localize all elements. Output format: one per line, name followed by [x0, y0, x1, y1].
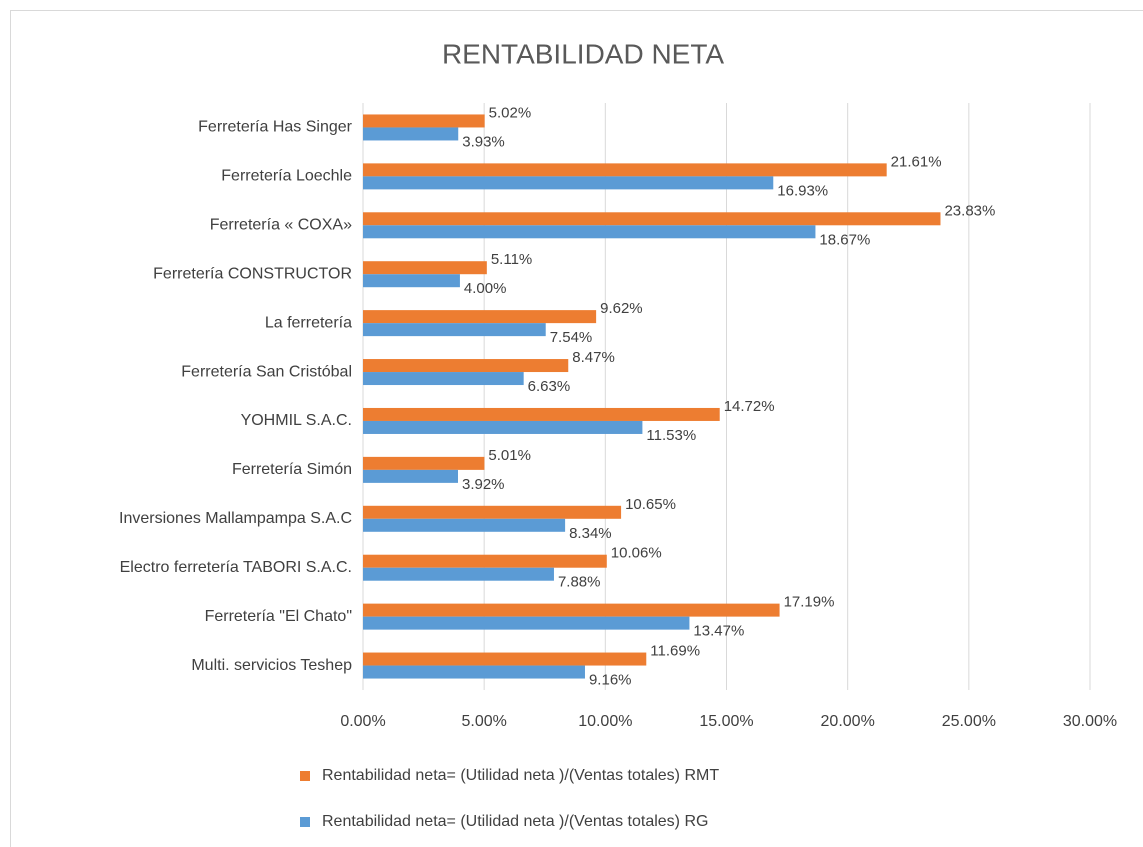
data-label: 9.16% [589, 672, 632, 689]
legend-label: Rentabilidad neta= (Utilidad neta )/(Ven… [322, 767, 719, 784]
data-label: 16.93% [777, 182, 828, 199]
bar [363, 665, 585, 679]
data-label: 10.65% [625, 496, 676, 513]
y-tick-label: La ferretería [265, 314, 352, 331]
data-label: 9.62% [600, 300, 643, 317]
data-label: 4.00% [464, 280, 507, 297]
data-label: 6.63% [528, 378, 571, 395]
bar [363, 616, 690, 630]
bar [363, 505, 622, 519]
y-tick-label: Multi. servicios Teshep [191, 657, 352, 674]
bar [363, 261, 487, 275]
y-tick-label: Ferretería « COXA» [210, 217, 352, 234]
data-label: 13.47% [693, 623, 744, 640]
y-tick-label: Ferretería "El Chato" [205, 608, 352, 625]
bar [363, 323, 546, 337]
y-tick-label: Electro ferretería TABORI S.A.C. [120, 559, 352, 576]
x-tick-label: 0.00% [340, 713, 385, 730]
bar [363, 603, 780, 617]
data-label: 21.61% [891, 153, 942, 170]
bar [363, 212, 941, 226]
data-label: 23.83% [944, 202, 995, 219]
data-label: 3.93% [462, 133, 505, 150]
data-label: 7.54% [550, 329, 593, 346]
bar [363, 469, 458, 483]
data-label: 5.02% [489, 104, 532, 121]
x-tick-label: 10.00% [578, 713, 632, 730]
data-label: 3.92% [462, 476, 505, 493]
bar [363, 310, 597, 324]
legend-swatch [300, 817, 310, 827]
data-label: 7.88% [558, 574, 601, 591]
bar [363, 518, 566, 532]
y-tick-label: Inversiones Mallampampa S.A.C [119, 510, 352, 527]
data-label: 5.11% [491, 251, 532, 268]
bar [363, 114, 485, 128]
bar [363, 127, 459, 141]
y-tick-label: Ferretería Has Singer [198, 119, 353, 136]
legend-swatch [300, 771, 310, 781]
bar [363, 372, 524, 386]
bar [363, 407, 720, 421]
x-tick-label: 5.00% [461, 713, 506, 730]
y-tick-label: Ferretería Simón [232, 461, 352, 478]
data-label: 18.67% [819, 231, 870, 248]
bar [363, 652, 647, 666]
y-tick-label: Ferretería CONSTRUCTOR [153, 265, 352, 282]
bar [363, 420, 643, 434]
bar [363, 456, 485, 470]
data-label: 11.69% [650, 643, 700, 660]
data-label: 14.72% [724, 398, 775, 415]
y-tick-label: Ferretería San Cristóbal [181, 363, 352, 380]
chart-title: RENTABILIDAD NETA [442, 38, 724, 69]
data-label: 10.06% [611, 545, 662, 562]
data-label: 8.47% [572, 349, 615, 366]
x-tick-label: 15.00% [699, 713, 753, 730]
bar [363, 567, 554, 581]
bar [363, 274, 460, 288]
data-label: 8.34% [569, 525, 612, 542]
bar [363, 225, 816, 239]
x-tick-label: 30.00% [1063, 713, 1117, 730]
bar [363, 359, 569, 373]
data-label: 17.19% [784, 594, 835, 611]
bar [363, 163, 887, 177]
data-label: 5.01% [488, 447, 531, 464]
y-tick-label: Ferretería Loechle [221, 168, 352, 185]
data-label: 11.53% [646, 427, 696, 444]
legend-label: Rentabilidad neta= (Utilidad neta )/(Ven… [322, 813, 708, 830]
y-tick-label: YOHMIL S.A.C. [241, 412, 352, 429]
bar [363, 554, 607, 568]
bar [363, 176, 774, 190]
x-tick-label: 20.00% [821, 713, 875, 730]
x-tick-label: 25.00% [942, 713, 996, 730]
